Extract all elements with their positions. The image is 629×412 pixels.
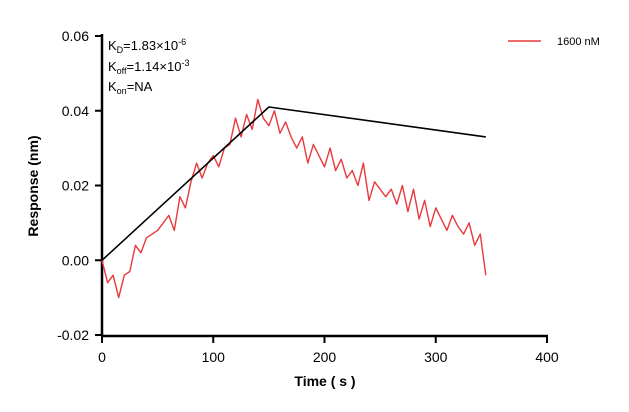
y-tick-label: -0.02 — [57, 327, 89, 343]
x-tick-label: 400 — [535, 349, 559, 365]
series-line-1600nm — [101, 98, 487, 299]
annotation-kd: KD=1.83×10-6 — [108, 37, 186, 55]
x-axis-label: Time ( s ) — [294, 373, 355, 389]
y-tick-label: 0.00 — [62, 252, 89, 268]
annotation-kon: Kon=NA — [108, 79, 153, 96]
svg-text:KD=1.83×10-6: KD=1.83×10-6 — [108, 37, 186, 55]
svg-text:Koff=1.14×10-3: Koff=1.14×10-3 — [108, 58, 189, 76]
x-tick-label: 300 — [424, 349, 448, 365]
y-tick-label: 0.02 — [62, 178, 89, 194]
axes — [100, 34, 548, 338]
x-tick-label: 200 — [313, 349, 337, 365]
annotation-koff: Koff=1.14×10-3 — [108, 58, 189, 76]
y-tick-label: 0.06 — [62, 28, 89, 44]
y-tick-label: 0.04 — [62, 103, 89, 119]
fit-line — [101, 106, 486, 261]
y-axis-label: Response (nm) — [25, 135, 41, 236]
x-tick-label: 0 — [98, 349, 106, 365]
x-tick-label: 100 — [202, 349, 226, 365]
svg-text:Kon=NA: Kon=NA — [108, 79, 153, 96]
legend: 1600 nM — [508, 36, 600, 48]
legend-label: 1600 nM — [557, 36, 600, 48]
